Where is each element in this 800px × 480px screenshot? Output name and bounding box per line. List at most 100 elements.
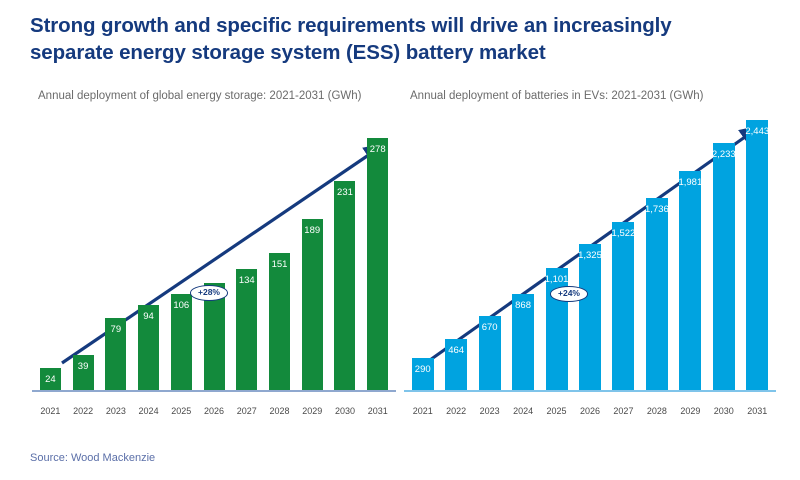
bar[interactable]: 94 xyxy=(138,304,160,390)
chart-subtitle-ess: Annual deployment of global energy stora… xyxy=(38,90,362,102)
bar[interactable]: 1,981 xyxy=(678,171,703,390)
bar-value-label: 189 xyxy=(304,224,321,236)
bar-slot: 1,736 xyxy=(640,120,673,390)
bar-slot: 39 xyxy=(67,138,100,390)
bar-slot: 151 xyxy=(263,138,296,390)
x-axis-tick: 2021 xyxy=(40,406,61,416)
bar-value-label: 1,522 xyxy=(611,227,636,239)
bar-value-label: 1,981 xyxy=(678,177,703,189)
bar-value-label: 2,233 xyxy=(711,149,736,161)
x-axis-tick: 2030 xyxy=(334,406,355,416)
x-axis-tick: 2027 xyxy=(236,406,257,416)
bar-value-label: 290 xyxy=(414,363,431,375)
bar-group-ess: 24 39 79 94 106 xyxy=(34,138,394,390)
x-axis-tick: 2029 xyxy=(302,406,323,416)
bar-slot: 118 xyxy=(198,138,231,390)
x-axis-tick: 2030 xyxy=(713,406,734,416)
bar-slot: 94 xyxy=(132,138,165,390)
x-axis-tick: 2025 xyxy=(546,406,567,416)
x-axis-labels-ess: 2021 2022 2023 2024 2025 2026 2027 2028 … xyxy=(34,406,394,416)
bar[interactable]: 2,233 xyxy=(711,143,736,390)
x-axis-tick: 2024 xyxy=(513,406,534,416)
page-title: Strong growth and specific requirements … xyxy=(30,14,672,65)
bar-value-label: 670 xyxy=(481,322,498,334)
x-axis-tick: 2029 xyxy=(680,406,701,416)
x-axis-labels-ev: 2021 2022 2023 2024 2025 2026 2027 2028 … xyxy=(406,406,774,416)
chart-panel-ess: Annual deployment of global energy stora… xyxy=(28,88,398,418)
x-axis-line xyxy=(404,390,776,392)
x-axis-tick: 2023 xyxy=(105,406,126,416)
bar-slot: 106 xyxy=(165,138,198,390)
bar-slot: 2,233 xyxy=(707,120,740,390)
bar-slot: 670 xyxy=(473,120,506,390)
bar-value-label: 79 xyxy=(110,324,122,336)
growth-badge-ev: +24% xyxy=(550,286,588,302)
x-axis-tick: 2031 xyxy=(747,406,768,416)
x-axis-tick: 2026 xyxy=(204,406,225,416)
bar[interactable]: 278 xyxy=(367,138,389,390)
bar-slot: 1,101 xyxy=(540,120,573,390)
x-axis-tick: 2022 xyxy=(446,406,467,416)
bar[interactable]: 151 xyxy=(269,253,290,390)
x-axis-tick: 2028 xyxy=(269,406,290,416)
bar-slot: 2,443 xyxy=(741,120,774,390)
bar-slot: 134 xyxy=(230,138,263,390)
bar-slot: 278 xyxy=(361,138,394,390)
bar-slot: 290 xyxy=(406,120,439,390)
bar-slot: 868 xyxy=(506,120,539,390)
chart-subtitle-ev: Annual deployment of batteries in EVs: 2… xyxy=(410,90,704,102)
plot-area-ess: 24 39 79 94 106 xyxy=(28,138,398,392)
bar-value-label: 94 xyxy=(143,310,154,322)
bar-value-label: 1,101 xyxy=(544,274,569,286)
bar-slot: 79 xyxy=(99,138,132,390)
bar[interactable]: 290 xyxy=(411,357,434,390)
bar[interactable]: 39 xyxy=(72,354,94,390)
bar[interactable]: 79 xyxy=(105,318,127,390)
bar[interactable]: 464 xyxy=(445,338,468,390)
x-axis-tick: 2026 xyxy=(579,406,600,416)
bar[interactable]: 24 xyxy=(39,368,61,390)
x-axis-tick: 2024 xyxy=(138,406,159,416)
chart-panel-ev: Annual deployment of batteries in EVs: 2… xyxy=(400,88,778,418)
bar[interactable]: 1,325 xyxy=(578,243,602,390)
x-axis-tick: 2028 xyxy=(646,406,667,416)
bar[interactable]: 134 xyxy=(236,268,258,390)
bar-value-label: 134 xyxy=(238,274,255,286)
bar[interactable]: 1,522 xyxy=(611,221,636,390)
bar-value-label: 106 xyxy=(173,300,190,311)
bar[interactable]: 189 xyxy=(301,218,323,390)
bar-slot: 189 xyxy=(296,138,329,390)
bar[interactable]: 868 xyxy=(512,294,535,390)
bar-group-ev: 290 464 670 868 1,101 xyxy=(406,120,774,390)
bar-value-label: 24 xyxy=(45,374,56,386)
bar-value-label: 1,325 xyxy=(578,249,602,261)
bar-slot: 231 xyxy=(329,138,362,390)
bar-value-label: 464 xyxy=(448,344,465,356)
bar-value-label: 278 xyxy=(369,144,386,155)
growth-badge-ess: +28% xyxy=(190,285,228,301)
bar-slot: 464 xyxy=(439,120,472,390)
x-axis-tick: 2022 xyxy=(73,406,94,416)
bar-value-label: 868 xyxy=(515,300,532,312)
bar-slot: 1,325 xyxy=(573,120,606,390)
bar-slot: 1,981 xyxy=(674,120,707,390)
bar[interactable]: 106 xyxy=(170,294,192,390)
bar[interactable]: 2,443 xyxy=(745,120,770,390)
bar-value-label: 151 xyxy=(271,259,288,271)
bar[interactable]: 670 xyxy=(478,316,501,390)
plot-area-ev: 290 464 670 868 1,101 xyxy=(400,120,778,392)
x-axis-tick: 2027 xyxy=(613,406,634,416)
x-axis-tick: 2031 xyxy=(367,406,388,416)
bar[interactable]: 1,736 xyxy=(645,198,669,390)
bar-slot: 24 xyxy=(34,138,67,390)
x-axis-line xyxy=(32,390,396,392)
bar-value-label: 231 xyxy=(337,186,353,198)
bar-slot: 1,522 xyxy=(607,120,640,390)
bar-value-label: 2,443 xyxy=(745,126,770,137)
bar-value-label: 39 xyxy=(77,360,89,372)
x-axis-tick: 2025 xyxy=(171,406,192,416)
source-note: Source: Wood Mackenzie xyxy=(30,452,156,464)
bar[interactable]: 231 xyxy=(334,180,356,390)
x-axis-tick: 2021 xyxy=(412,406,433,416)
bar-value-label: 1,736 xyxy=(645,204,669,216)
